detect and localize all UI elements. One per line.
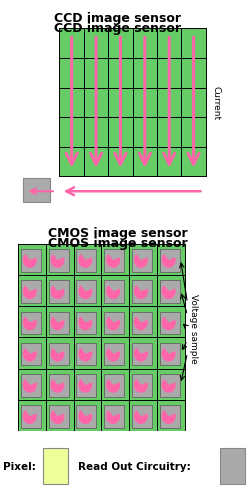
Wedge shape [78,285,92,300]
Bar [21,312,41,334]
Wedge shape [50,379,64,393]
Wedge shape [162,285,176,300]
Wedge shape [162,254,176,268]
Wedge shape [50,410,64,424]
Bar [104,250,124,272]
Text: Current: Current [212,86,221,120]
Bar [48,374,68,397]
Bar [21,374,41,397]
FancyBboxPatch shape [23,179,50,202]
Wedge shape [78,254,92,268]
Wedge shape [78,410,92,424]
Bar [132,281,152,304]
Bar [48,281,68,304]
Wedge shape [134,254,148,268]
Bar [132,250,152,272]
Text: Voltage sample: Voltage sample [189,293,198,363]
Bar [104,343,124,366]
Bar [132,406,152,428]
Wedge shape [78,379,92,393]
Bar [76,406,96,428]
Bar [21,406,41,428]
Wedge shape [106,254,120,268]
Bar [160,406,180,428]
Bar [76,374,96,397]
Bar [160,281,180,304]
Wedge shape [134,317,148,331]
Bar [21,343,41,366]
Bar [76,312,96,334]
Wedge shape [23,317,37,331]
Wedge shape [106,379,120,393]
Bar [160,343,180,366]
Bar [48,343,68,366]
Wedge shape [50,285,64,300]
Bar [60,29,206,177]
Text: CMOS image sensor: CMOS image sensor [48,237,188,249]
Wedge shape [23,254,37,268]
Bar [48,250,68,272]
Bar [48,312,68,334]
Wedge shape [78,348,92,362]
Wedge shape [50,254,64,268]
Bar [48,406,68,428]
Bar [160,250,180,272]
Text: Read Out Circuitry:: Read Out Circuitry: [78,461,190,471]
Wedge shape [134,348,148,362]
Wedge shape [23,348,37,362]
Wedge shape [106,348,120,362]
Bar [104,312,124,334]
Wedge shape [134,410,148,424]
Wedge shape [134,285,148,300]
Bar [76,343,96,366]
Title: CMOS image sensor: CMOS image sensor [48,227,188,240]
Bar [42,448,68,484]
Wedge shape [78,317,92,331]
Wedge shape [162,348,176,362]
Bar [76,281,96,304]
Bar [104,374,124,397]
Wedge shape [162,379,176,393]
Wedge shape [134,379,148,393]
Bar [132,343,152,366]
Bar [220,448,245,484]
Wedge shape [106,317,120,331]
Wedge shape [106,285,120,300]
Bar [132,374,152,397]
Bar [132,312,152,334]
Wedge shape [50,317,64,331]
Bar [104,281,124,304]
Wedge shape [23,285,37,300]
Bar [104,406,124,428]
Bar [21,281,41,304]
Text: Pixel:: Pixel: [2,461,35,471]
Wedge shape [106,410,120,424]
Text: CCD image sensor: CCD image sensor [54,22,182,35]
Bar [76,250,96,272]
Title: CCD image sensor: CCD image sensor [54,12,182,25]
Wedge shape [23,379,37,393]
Wedge shape [50,348,64,362]
Wedge shape [23,410,37,424]
Bar [160,374,180,397]
Bar [21,250,41,272]
Wedge shape [162,410,176,424]
Bar [18,244,185,431]
Wedge shape [162,317,176,331]
Bar [160,312,180,334]
